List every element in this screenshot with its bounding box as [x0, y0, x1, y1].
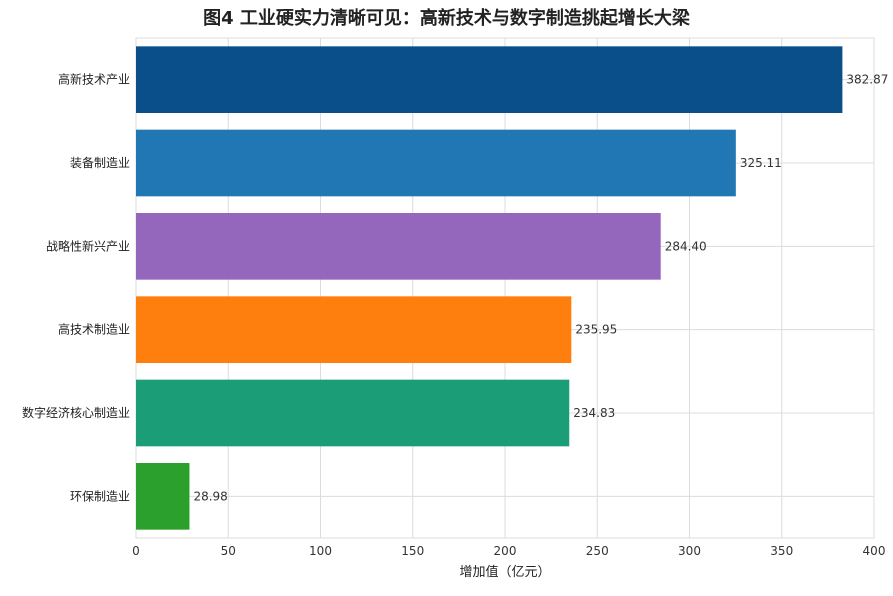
- data-label: 325.11: [740, 156, 782, 170]
- x-axis-title: 增加值（亿元）: [459, 564, 550, 580]
- bar: [136, 213, 661, 280]
- bar: [136, 379, 570, 447]
- x-tick-label: 0: [132, 544, 140, 558]
- axes: 0 50 100 150 200 250 300 350 400 高新技术产业装备制造业战略性新兴…: [22, 72, 885, 558]
- data-label: 234.83: [573, 406, 615, 420]
- bars: 382.87 325.11 284.40 235.95 234.83 28.98: [136, 46, 888, 530]
- x-tick-label: 350: [770, 544, 793, 558]
- data-label: 284.40: [665, 239, 707, 253]
- x-tick-label: 300: [678, 544, 701, 558]
- bar: [136, 46, 843, 114]
- data-label: 382.87: [846, 73, 888, 87]
- x-tick-label: 150: [401, 544, 424, 558]
- y-tick-label: 装备制造业: [70, 156, 130, 170]
- y-tick-label: 高技术制造业: [58, 322, 130, 337]
- x-tick-label: 250: [586, 544, 609, 558]
- bar: [136, 129, 736, 197]
- y-tick-label: 战略性新兴产业: [46, 238, 130, 253]
- y-tick-label: 数字经济核心制造业: [22, 405, 130, 420]
- bar: [136, 296, 572, 363]
- x-tick-label: 100: [309, 544, 332, 558]
- y-tick-label: 高新技术产业: [58, 72, 130, 87]
- x-tick-label: 200: [494, 544, 517, 558]
- bar: [136, 463, 190, 530]
- data-label: 235.95: [575, 323, 617, 337]
- y-tick-label: 环保制造业: [70, 489, 130, 503]
- x-tick-label: 50: [221, 544, 236, 558]
- x-tick-label: 400: [863, 544, 886, 558]
- data-label: 28.98: [193, 489, 227, 503]
- chart-title: 图4 工业硬实力清晰可见：高新技术与数字制造挑起增长大梁: [203, 8, 690, 29]
